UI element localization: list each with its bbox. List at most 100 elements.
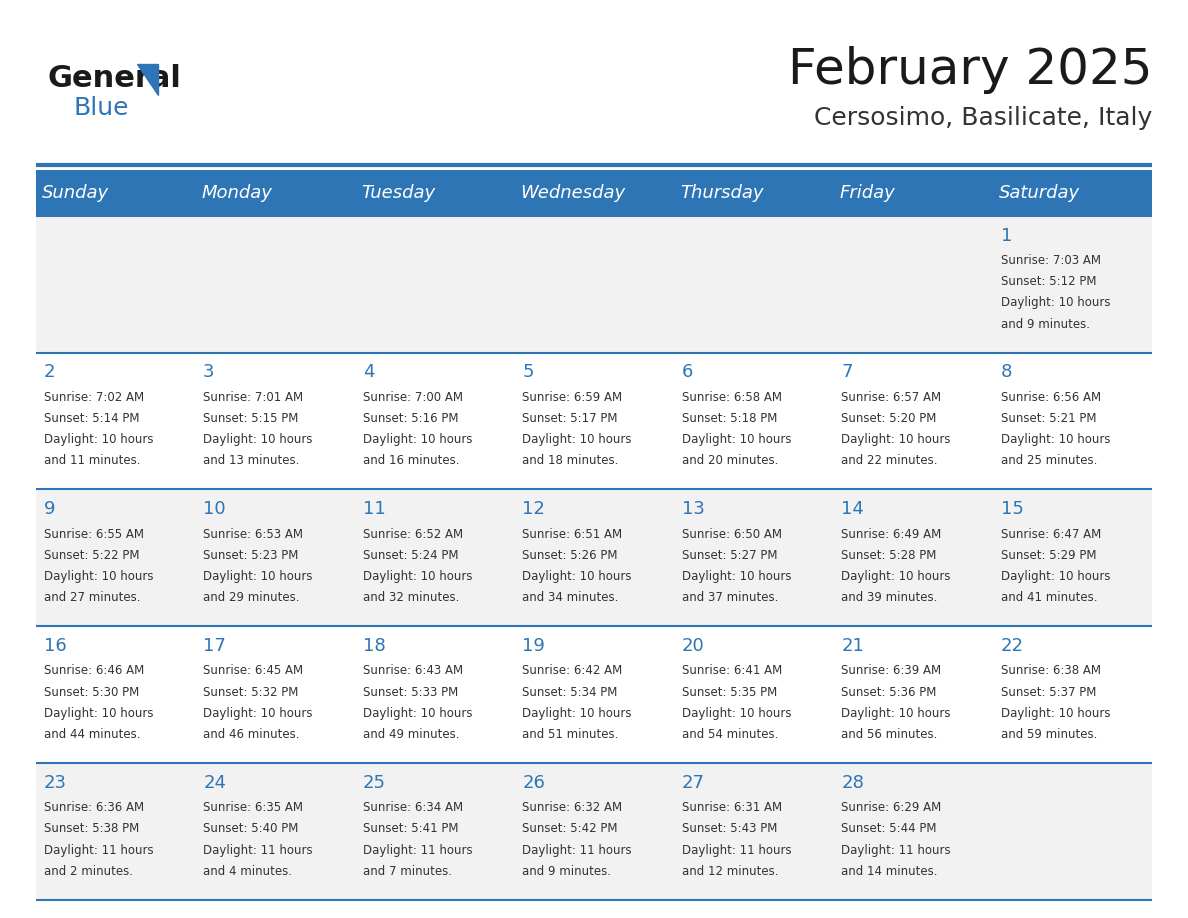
Text: Sunrise: 6:31 AM: Sunrise: 6:31 AM xyxy=(682,801,782,814)
Text: and 54 minutes.: and 54 minutes. xyxy=(682,728,778,741)
Text: and 22 minutes.: and 22 minutes. xyxy=(841,454,937,467)
Text: Daylight: 10 hours: Daylight: 10 hours xyxy=(841,707,950,720)
Text: Sunset: 5:44 PM: Sunset: 5:44 PM xyxy=(841,823,937,835)
Text: and 34 minutes.: and 34 minutes. xyxy=(523,591,619,604)
Text: Sunset: 5:21 PM: Sunset: 5:21 PM xyxy=(1000,412,1097,425)
Text: 3: 3 xyxy=(203,364,215,382)
Text: Daylight: 10 hours: Daylight: 10 hours xyxy=(362,570,472,583)
Text: Sunset: 5:40 PM: Sunset: 5:40 PM xyxy=(203,823,298,835)
Text: Sunrise: 7:03 AM: Sunrise: 7:03 AM xyxy=(1000,254,1101,267)
FancyBboxPatch shape xyxy=(36,170,195,216)
Text: Sunset: 5:23 PM: Sunset: 5:23 PM xyxy=(203,549,298,562)
Text: Sunrise: 7:00 AM: Sunrise: 7:00 AM xyxy=(362,391,462,404)
Text: Daylight: 10 hours: Daylight: 10 hours xyxy=(362,433,472,446)
Text: Sunset: 5:43 PM: Sunset: 5:43 PM xyxy=(682,823,777,835)
Text: 9: 9 xyxy=(44,500,55,519)
Text: Daylight: 10 hours: Daylight: 10 hours xyxy=(44,433,153,446)
FancyBboxPatch shape xyxy=(674,170,833,216)
FancyBboxPatch shape xyxy=(514,170,674,216)
FancyBboxPatch shape xyxy=(195,489,355,626)
Text: General: General xyxy=(48,64,182,94)
Text: and 20 minutes.: and 20 minutes. xyxy=(682,454,778,467)
Text: Daylight: 10 hours: Daylight: 10 hours xyxy=(1000,570,1111,583)
Text: and 59 minutes.: and 59 minutes. xyxy=(1000,728,1098,741)
Text: Blue: Blue xyxy=(74,96,129,120)
Text: 5: 5 xyxy=(523,364,533,382)
Text: February 2025: February 2025 xyxy=(788,46,1152,94)
Text: Daylight: 10 hours: Daylight: 10 hours xyxy=(841,433,950,446)
Text: Daylight: 10 hours: Daylight: 10 hours xyxy=(523,707,632,720)
Text: Sunset: 5:38 PM: Sunset: 5:38 PM xyxy=(44,823,139,835)
FancyBboxPatch shape xyxy=(36,763,195,900)
Text: Daylight: 10 hours: Daylight: 10 hours xyxy=(203,570,312,583)
Text: Sunrise: 7:02 AM: Sunrise: 7:02 AM xyxy=(44,391,144,404)
Text: Thursday: Thursday xyxy=(681,184,764,202)
FancyBboxPatch shape xyxy=(993,626,1152,763)
Text: and 56 minutes.: and 56 minutes. xyxy=(841,728,937,741)
Text: Sunset: 5:16 PM: Sunset: 5:16 PM xyxy=(362,412,459,425)
Text: Sunrise: 6:47 AM: Sunrise: 6:47 AM xyxy=(1000,528,1101,541)
Text: Sunrise: 6:59 AM: Sunrise: 6:59 AM xyxy=(523,391,623,404)
Text: and 49 minutes.: and 49 minutes. xyxy=(362,728,460,741)
FancyBboxPatch shape xyxy=(833,216,993,353)
Text: and 2 minutes.: and 2 minutes. xyxy=(44,865,133,878)
Text: Sunset: 5:30 PM: Sunset: 5:30 PM xyxy=(44,686,139,699)
FancyBboxPatch shape xyxy=(36,216,195,353)
Text: Sunrise: 7:01 AM: Sunrise: 7:01 AM xyxy=(203,391,303,404)
Text: and 9 minutes.: and 9 minutes. xyxy=(523,865,611,878)
Text: Tuesday: Tuesday xyxy=(361,184,435,202)
Text: Sunset: 5:24 PM: Sunset: 5:24 PM xyxy=(362,549,459,562)
Text: Daylight: 11 hours: Daylight: 11 hours xyxy=(523,844,632,856)
Text: Daylight: 11 hours: Daylight: 11 hours xyxy=(362,844,473,856)
Text: Sunset: 5:12 PM: Sunset: 5:12 PM xyxy=(1000,275,1097,288)
FancyBboxPatch shape xyxy=(514,216,674,353)
Text: Sunset: 5:26 PM: Sunset: 5:26 PM xyxy=(523,549,618,562)
Text: Daylight: 10 hours: Daylight: 10 hours xyxy=(362,707,472,720)
Text: Sunrise: 6:43 AM: Sunrise: 6:43 AM xyxy=(362,665,463,677)
Text: 10: 10 xyxy=(203,500,226,519)
Text: Daylight: 10 hours: Daylight: 10 hours xyxy=(1000,297,1111,309)
Text: Sunrise: 6:41 AM: Sunrise: 6:41 AM xyxy=(682,665,782,677)
FancyBboxPatch shape xyxy=(674,216,833,353)
Text: and 16 minutes.: and 16 minutes. xyxy=(362,454,460,467)
FancyBboxPatch shape xyxy=(993,763,1152,900)
Text: Daylight: 10 hours: Daylight: 10 hours xyxy=(682,433,791,446)
Text: Sunday: Sunday xyxy=(42,184,109,202)
Text: Daylight: 10 hours: Daylight: 10 hours xyxy=(841,570,950,583)
Text: 15: 15 xyxy=(1000,500,1024,519)
Text: Sunrise: 6:36 AM: Sunrise: 6:36 AM xyxy=(44,801,144,814)
Text: Sunrise: 6:38 AM: Sunrise: 6:38 AM xyxy=(1000,665,1101,677)
FancyBboxPatch shape xyxy=(674,353,833,489)
Text: Sunset: 5:33 PM: Sunset: 5:33 PM xyxy=(362,686,457,699)
Text: 23: 23 xyxy=(44,774,67,792)
Text: Sunset: 5:36 PM: Sunset: 5:36 PM xyxy=(841,686,936,699)
Text: Daylight: 10 hours: Daylight: 10 hours xyxy=(203,433,312,446)
Text: Wednesday: Wednesday xyxy=(520,184,626,202)
FancyBboxPatch shape xyxy=(833,763,993,900)
Text: 7: 7 xyxy=(841,364,853,382)
FancyBboxPatch shape xyxy=(514,489,674,626)
Text: Sunset: 5:29 PM: Sunset: 5:29 PM xyxy=(1000,549,1097,562)
FancyBboxPatch shape xyxy=(833,489,993,626)
Text: 13: 13 xyxy=(682,500,704,519)
Text: Sunset: 5:22 PM: Sunset: 5:22 PM xyxy=(44,549,139,562)
Text: 22: 22 xyxy=(1000,637,1024,655)
Text: Sunrise: 6:46 AM: Sunrise: 6:46 AM xyxy=(44,665,144,677)
Text: Sunrise: 6:56 AM: Sunrise: 6:56 AM xyxy=(1000,391,1101,404)
Text: and 25 minutes.: and 25 minutes. xyxy=(1000,454,1098,467)
FancyBboxPatch shape xyxy=(195,216,355,353)
Text: 2: 2 xyxy=(44,364,55,382)
Text: Sunrise: 6:49 AM: Sunrise: 6:49 AM xyxy=(841,528,942,541)
Text: 16: 16 xyxy=(44,637,67,655)
FancyBboxPatch shape xyxy=(355,763,514,900)
Text: and 4 minutes.: and 4 minutes. xyxy=(203,865,292,878)
Text: and 12 minutes.: and 12 minutes. xyxy=(682,865,778,878)
Text: 17: 17 xyxy=(203,637,226,655)
Text: Sunset: 5:37 PM: Sunset: 5:37 PM xyxy=(1000,686,1097,699)
Text: and 51 minutes.: and 51 minutes. xyxy=(523,728,619,741)
Text: 11: 11 xyxy=(362,500,385,519)
Text: and 46 minutes.: and 46 minutes. xyxy=(203,728,299,741)
Text: 24: 24 xyxy=(203,774,226,792)
Text: and 41 minutes.: and 41 minutes. xyxy=(1000,591,1098,604)
Text: and 44 minutes.: and 44 minutes. xyxy=(44,728,140,741)
